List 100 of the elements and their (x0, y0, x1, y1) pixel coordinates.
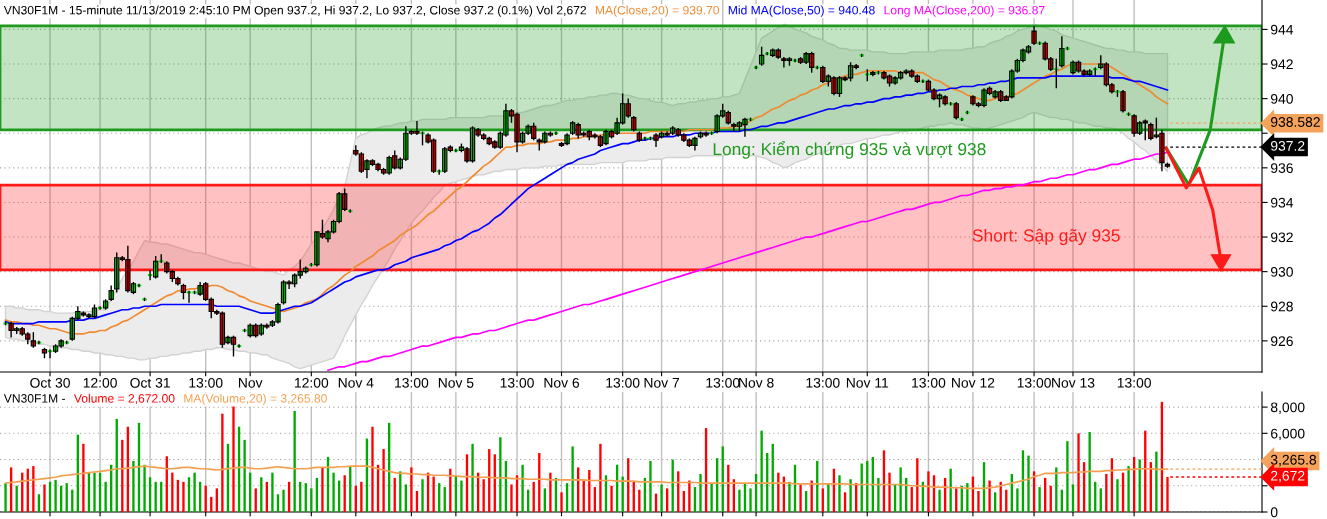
bar (560, 492, 563, 512)
bar (1077, 433, 1080, 512)
text: Mid MA(Close,50) = 940.48 (728, 5, 875, 17)
bar (271, 472, 274, 512)
bar (54, 479, 57, 512)
x-tick-label: Oct 30 (30, 377, 70, 388)
bar (382, 449, 385, 512)
bar (660, 484, 663, 512)
bar (1088, 432, 1091, 512)
x-tick-label: 13:00 (606, 377, 640, 388)
y-tick-label: 944 (1270, 24, 1294, 35)
bar (471, 443, 474, 512)
bar (938, 489, 941, 512)
bar (521, 464, 524, 512)
bar (699, 473, 702, 512)
x-tick-label: Nov (238, 378, 263, 388)
bar (988, 480, 991, 512)
bar (788, 481, 791, 512)
annotation: Long: Kiểm chứng 935 và vượt 938 (713, 141, 986, 159)
y-tick-label: 8,000 (1270, 402, 1305, 414)
bar (927, 471, 930, 512)
y-tick-label: 930 (1270, 266, 1293, 277)
x-tick-label: 13:00 (806, 377, 840, 388)
y-tick-label: 928 (1270, 301, 1293, 312)
ref-line-label: 937.2 (1270, 140, 1305, 151)
series-label: Volume = 2,672.00 (73, 393, 175, 405)
bar (321, 467, 324, 512)
bar (410, 467, 413, 512)
bar (827, 483, 830, 512)
bar (32, 466, 35, 512)
bar (838, 475, 841, 512)
y-tick-label: 926 (1270, 336, 1293, 347)
x-tick-label: 12:00 (83, 377, 117, 388)
bar (760, 430, 763, 512)
bar (1016, 488, 1019, 512)
bar (193, 472, 196, 512)
bar (1127, 466, 1130, 512)
bar (849, 479, 852, 512)
bar (510, 484, 513, 512)
x-tick-label: Nov 6 (544, 377, 580, 388)
bar (332, 472, 335, 512)
bar (1027, 455, 1030, 512)
bar (688, 480, 691, 512)
bar (549, 472, 552, 512)
x-tick-label: 13:00 (395, 377, 429, 388)
bar (966, 483, 969, 512)
bar (571, 446, 574, 512)
x-tick-label: Nov 5 (438, 378, 474, 388)
bar (610, 485, 613, 512)
y-tick-label: 6,000 (1271, 428, 1305, 441)
line-series (4, 465, 1169, 490)
bar (638, 489, 641, 512)
x-tick-label: Nov 8 (739, 377, 774, 388)
x-tick-label: Nov 7 (644, 378, 680, 388)
x-tick-label: Nov 12 (952, 377, 995, 388)
text: MA(Close,20) = 939.70 (595, 5, 720, 17)
bar (4, 483, 7, 512)
y-tick-label: 936 (1270, 163, 1293, 173)
x-tick-label: 13:00 (1017, 377, 1051, 388)
bar (1116, 479, 1119, 512)
bar (82, 443, 85, 512)
ref-line-label: 2,672 (1271, 470, 1305, 483)
bar (360, 481, 363, 512)
bar (1155, 451, 1158, 512)
bar (710, 483, 713, 512)
bar (738, 489, 741, 512)
bar (749, 488, 752, 512)
x-tick-label: 13:00 (706, 377, 740, 388)
bar (432, 476, 435, 512)
bar (899, 467, 902, 512)
bar (1066, 441, 1069, 512)
bar (371, 426, 374, 512)
bar (43, 484, 46, 512)
annotation: Short: Sập gãy 935 (972, 228, 1120, 246)
y-tick-label: 0 (1270, 507, 1278, 518)
bar (421, 479, 424, 512)
bar (1038, 487, 1041, 512)
chart-title: VN30F1M - 15-minute 11/13/2019 2:45:10 PM Open 937.2, Hi 937.2, Lo 937.2, Close 937.2 (0.1%) Vol 2,672 (3, 5, 587, 17)
bar (182, 481, 185, 512)
y-tick-label: 932 (1270, 232, 1293, 243)
bar (282, 489, 285, 512)
y-tick-label: 940 (1270, 93, 1293, 104)
bar (154, 481, 157, 512)
bar (132, 460, 135, 512)
bar (649, 460, 652, 512)
bar (104, 481, 107, 512)
x-tick-label: 13:00 (189, 377, 223, 388)
x-tick-label: Nov 4 (338, 378, 374, 388)
bar (1105, 473, 1108, 512)
bar (977, 491, 980, 512)
x-tick-label: Nov 11 (846, 378, 889, 388)
y-tick-label: 942 (1270, 59, 1293, 70)
bar (460, 480, 463, 512)
bar (221, 413, 224, 512)
y-tick-label: 934 (1270, 197, 1294, 208)
bar (232, 405, 235, 512)
bar (171, 472, 174, 512)
bar (243, 439, 246, 512)
bar (93, 472, 96, 512)
x-tick-label: 13:00 (1117, 377, 1151, 388)
